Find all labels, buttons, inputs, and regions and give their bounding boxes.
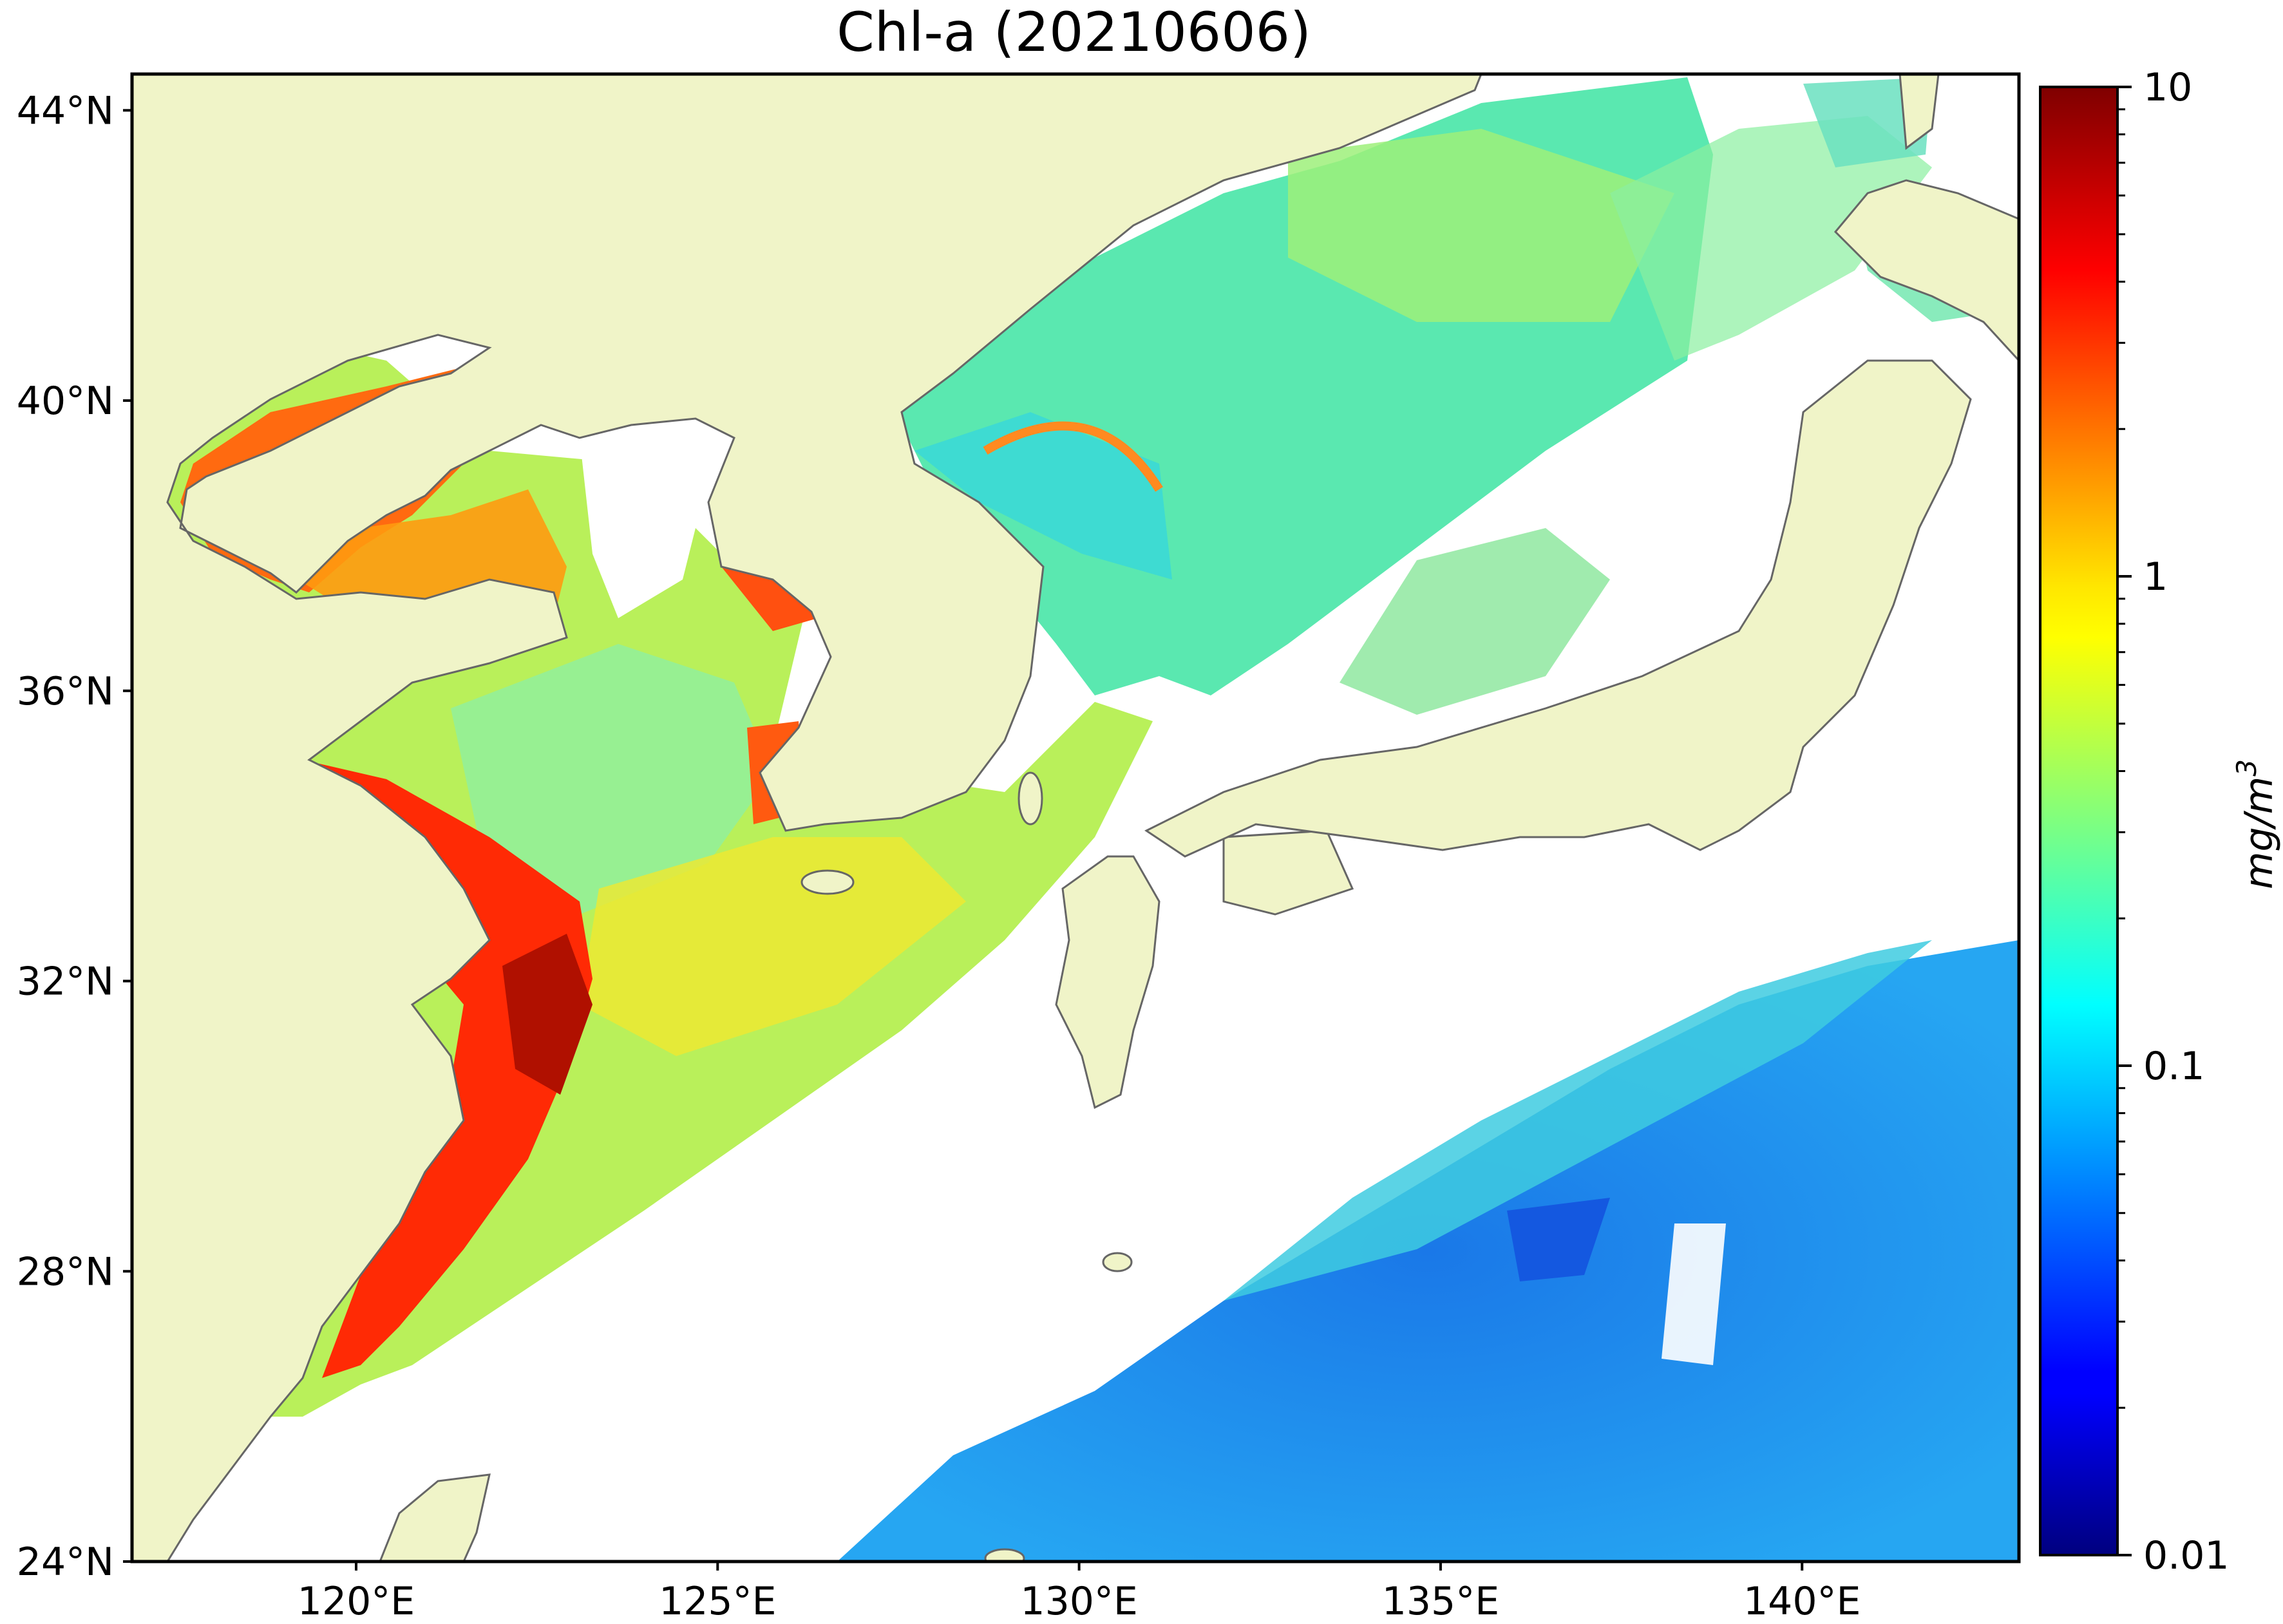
lon-tick-label: 120°E <box>298 1579 415 1624</box>
lon-axis: 120°E 125°E 130°E 135°E 140°E <box>298 1562 1861 1624</box>
lat-tick-label: 44°N <box>17 88 114 133</box>
map-title: Chl-a (20210606) <box>837 1 1311 64</box>
lat-tick-label: 28°N <box>17 1249 114 1294</box>
map-area <box>132 74 2019 1562</box>
lat-axis: 44°N 40°N 36°N 32°N 28°N 24°N <box>17 88 132 1585</box>
lon-tick-label: 125°E <box>659 1579 776 1624</box>
lat-tick-label: 24°N <box>17 1540 114 1585</box>
lon-tick-label: 130°E <box>1020 1579 1137 1624</box>
map-frame <box>130 72 2021 1563</box>
colorbar-tick-label: 0.1 <box>2143 1044 2204 1089</box>
colorbar-tick-label: 0.01 <box>2143 1533 2230 1578</box>
lon-tick-label: 140°E <box>1743 1579 1861 1624</box>
colorbar-tick-label: 10 <box>2143 65 2192 110</box>
colorbar-frame <box>2039 86 2119 1556</box>
lat-tick-label: 40°N <box>17 379 114 424</box>
lat-tick-label: 32°N <box>17 959 114 1005</box>
lat-tick-label: 36°N <box>17 669 114 714</box>
lon-tick-label: 135°E <box>1382 1579 1499 1624</box>
colorbar-tick-label: 1 <box>2143 554 2168 600</box>
colorbar-axis: 10 1 0.1 0.01 <box>2117 65 2230 1578</box>
colorbar <box>2040 87 2117 1555</box>
land <box>132 74 2019 1562</box>
colorbar-unit-label: mg/m3 <box>2231 759 2282 889</box>
